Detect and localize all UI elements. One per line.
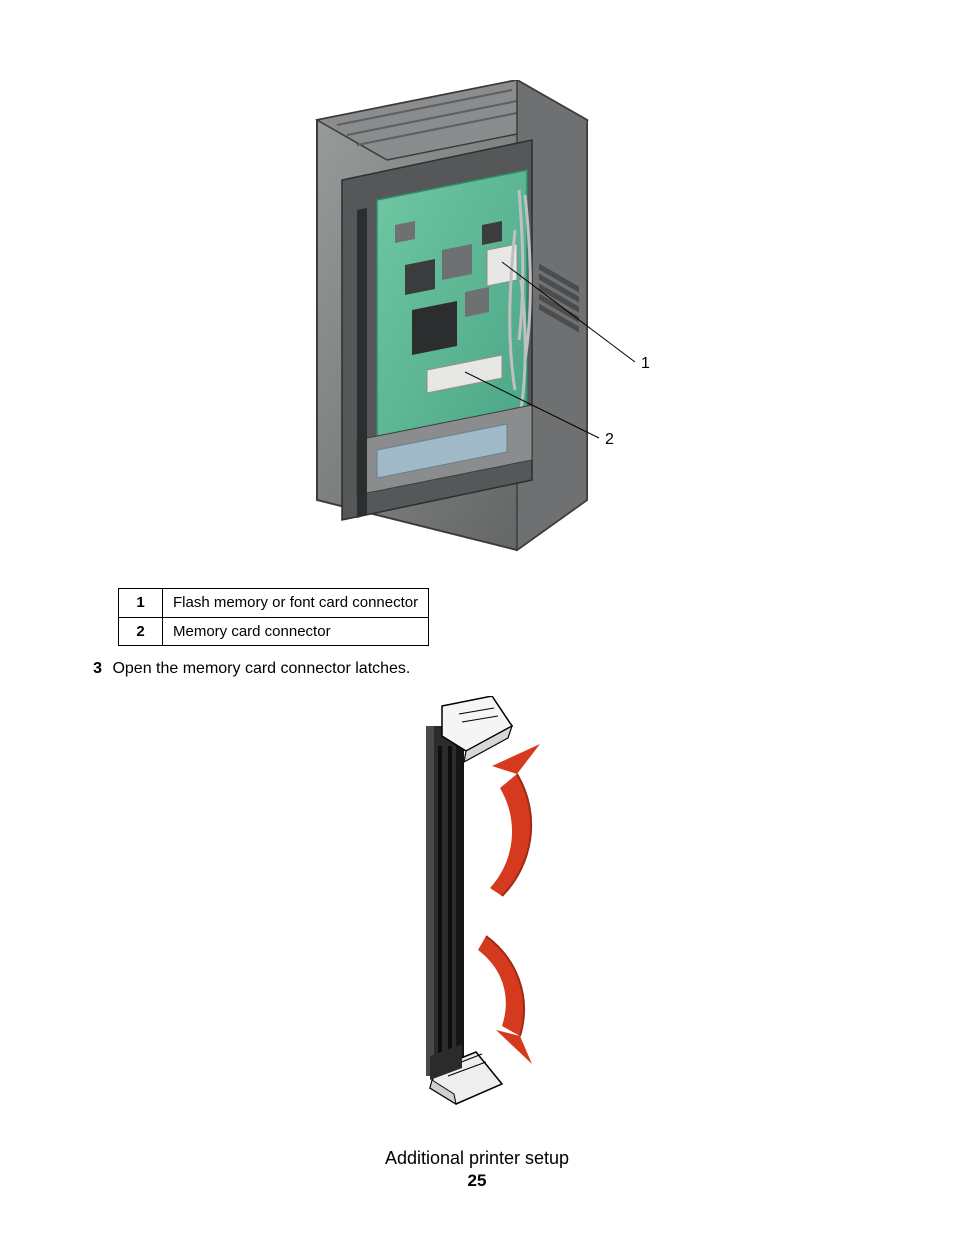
printer-illustration: 1 2 xyxy=(287,80,667,560)
legend-text-2: Memory card connector xyxy=(163,617,429,646)
arrow-down-icon xyxy=(478,936,532,1064)
footer-section-title: Additional printer setup xyxy=(0,1148,954,1169)
step-text: Open the memory card connector latches. xyxy=(112,660,410,677)
legend-num-1: 1 xyxy=(119,589,163,618)
table-row: 2 Memory card connector xyxy=(119,617,429,646)
footer-page-number: 25 xyxy=(0,1171,954,1191)
bottom-latch xyxy=(430,1044,502,1104)
left-rail xyxy=(357,208,367,518)
callout-label-2: 2 xyxy=(605,431,614,448)
figure-system-board: 1 2 xyxy=(78,80,876,560)
page-footer: Additional printer setup 25 xyxy=(0,1148,954,1191)
table-row: 1 Flash memory or font card connector xyxy=(119,589,429,618)
figure-connector-latches xyxy=(78,696,876,1106)
connector-slot xyxy=(426,726,464,1076)
latch-illustration xyxy=(382,696,572,1106)
arrow-up-icon xyxy=(490,744,540,896)
step-number: 3 xyxy=(78,660,102,678)
step-line: 3 Open the memory card connector latches… xyxy=(78,660,876,678)
legend-text-1: Flash memory or font card connector xyxy=(163,589,429,618)
legend-table: 1 Flash memory or font card connector 2 … xyxy=(118,588,429,646)
legend-num-2: 2 xyxy=(119,617,163,646)
callout-label-1: 1 xyxy=(641,355,650,372)
